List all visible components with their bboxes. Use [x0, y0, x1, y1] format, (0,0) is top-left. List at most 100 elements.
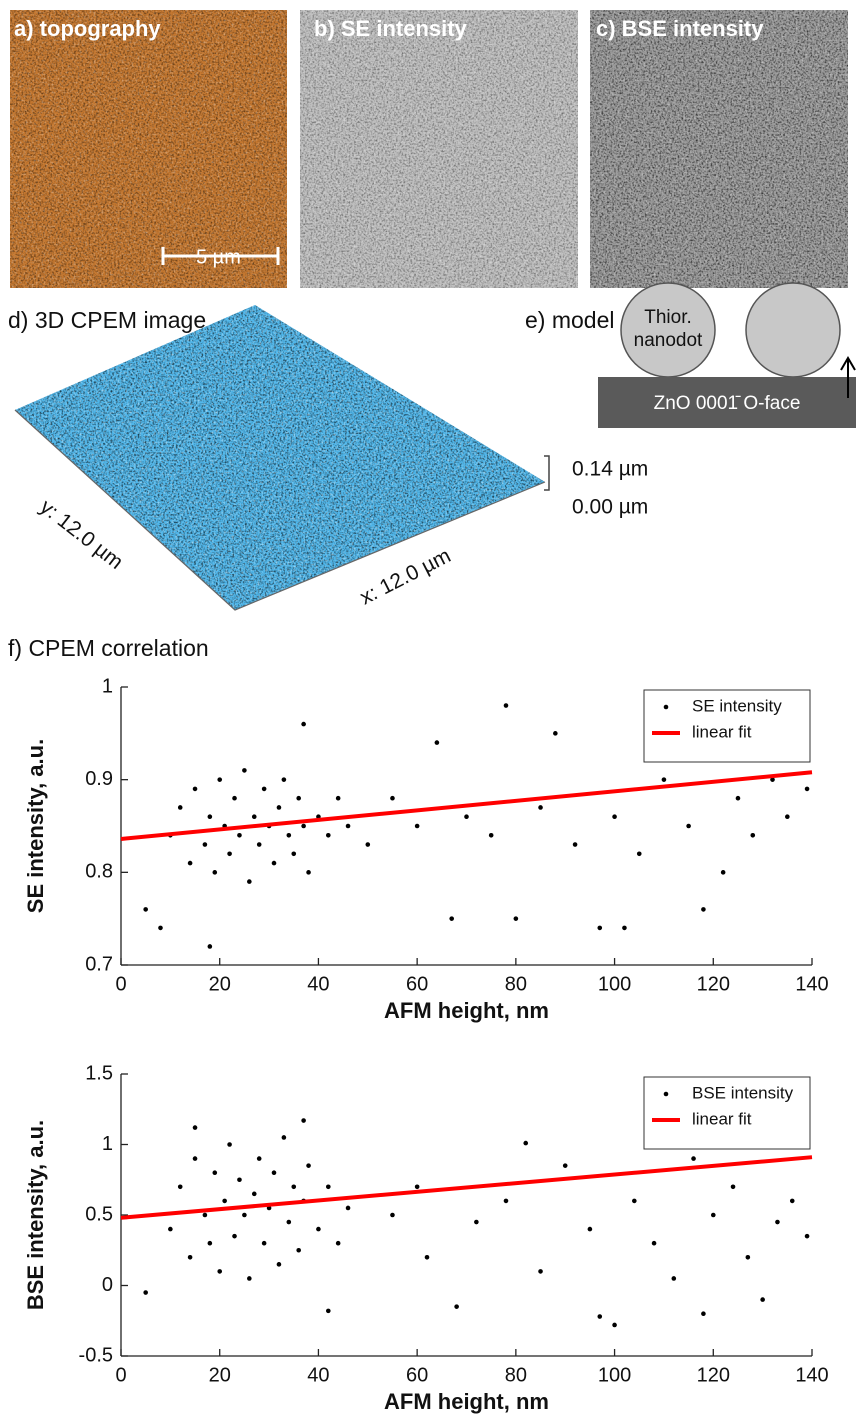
x-tick-label: 40 — [307, 1364, 329, 1386]
scatter-chart: 0.7 0.8 0.9 1 0 20 40 60 80 100 120 140 AFM height, … — [23, 675, 829, 1023]
data-point — [474, 1219, 479, 1225]
data-point — [276, 1262, 282, 1267]
data-point — [177, 805, 183, 810]
x-tick-label: 20 — [209, 1364, 231, 1386]
data-point — [789, 1198, 795, 1204]
legend-label: linear fit — [692, 1109, 752, 1128]
data-point — [691, 1156, 696, 1161]
y-tick-label: 0 — [102, 1274, 113, 1296]
data-point — [256, 1156, 262, 1161]
panel-title: d) 3D CPEM image — [8, 307, 206, 333]
y-tick-label: 1.5 — [85, 1062, 113, 1084]
y-tick-label: 1 — [102, 675, 113, 697]
data-point — [256, 842, 262, 847]
data-point — [187, 1255, 193, 1260]
data-point — [217, 777, 223, 782]
data-point — [212, 870, 218, 875]
data-point — [286, 832, 292, 838]
data-point — [745, 1255, 751, 1260]
data-point — [251, 1191, 257, 1197]
legend-swatch — [663, 1091, 669, 1097]
data-point — [192, 786, 198, 792]
data-point — [488, 832, 494, 838]
data-point — [730, 1184, 736, 1190]
panel-title: e) model — [525, 307, 614, 333]
data-point — [286, 1219, 292, 1225]
panel-label: a) topography — [14, 16, 161, 41]
data-point — [785, 814, 790, 820]
data-point — [538, 1269, 543, 1274]
x-axis-label: AFM height, nm — [384, 1389, 549, 1414]
legend-swatch — [663, 704, 669, 710]
y-tick-label: -0.5 — [79, 1344, 113, 1366]
data-point — [636, 851, 642, 857]
legend-label: SE intensity — [692, 696, 782, 715]
data-point — [335, 1240, 341, 1246]
substrate-label: ZnO 0001̄ O-face — [654, 393, 801, 414]
data-point — [326, 1184, 331, 1190]
data-point — [365, 842, 371, 847]
data-point — [424, 1255, 430, 1260]
data-point — [261, 1240, 267, 1246]
data-point — [326, 832, 331, 838]
x-tick-label: 100 — [598, 1364, 631, 1386]
se-image — [300, 10, 578, 288]
data-point — [207, 814, 213, 820]
x-axis-label: AFM height, nm — [384, 998, 549, 1023]
data-point — [434, 740, 440, 745]
data-point — [296, 1247, 301, 1253]
data-point — [538, 805, 543, 810]
data-point — [222, 1198, 227, 1204]
x-tick-label: 60 — [406, 973, 428, 995]
data-point — [326, 1308, 331, 1314]
y-axis-label: BSE intensity, a.u. — [23, 1120, 48, 1310]
nanodot-label: Thior. — [644, 307, 692, 328]
data-point — [158, 925, 163, 931]
x-tick-label: 80 — [505, 973, 527, 995]
data-point — [301, 1118, 306, 1123]
data-point — [651, 1240, 657, 1246]
data-point — [261, 786, 267, 792]
data-point — [720, 870, 726, 875]
x-tick-label: 40 — [307, 973, 329, 995]
data-point — [775, 1219, 780, 1225]
data-point — [804, 1233, 810, 1239]
data-point — [390, 1212, 395, 1218]
data-point — [686, 823, 691, 829]
data-point — [306, 1163, 311, 1168]
data-point — [276, 805, 282, 810]
data-point — [449, 916, 454, 921]
data-point — [735, 795, 741, 801]
data-point — [291, 1184, 297, 1190]
data-point — [632, 1198, 637, 1204]
x-tick-label: 120 — [697, 973, 730, 995]
nanodot-label: nanodot — [634, 330, 703, 351]
data-point — [247, 1276, 252, 1281]
panel-title: f) CPEM correlation — [8, 635, 209, 661]
z-bottom-label: 0.00 µm — [572, 496, 648, 519]
panel-label: b) SE intensity — [314, 16, 468, 41]
data-point — [301, 721, 306, 727]
data-point — [701, 1311, 706, 1316]
data-point — [597, 1314, 603, 1319]
data-point — [562, 1163, 568, 1168]
data-point — [143, 907, 148, 912]
data-point — [232, 795, 237, 801]
x-tick-label: 140 — [795, 1364, 828, 1386]
data-point — [335, 795, 341, 801]
data-point — [770, 777, 775, 782]
data-point — [202, 842, 208, 847]
data-point — [227, 1142, 232, 1147]
z-top-label: 0.14 µm — [572, 458, 648, 481]
x-tick-label: 0 — [115, 973, 126, 995]
data-point — [247, 879, 252, 884]
x-tick-label: 100 — [598, 973, 631, 995]
data-point — [523, 1140, 529, 1146]
legend-label: linear fit — [692, 722, 752, 741]
data-point — [237, 832, 242, 838]
data-point — [271, 860, 277, 866]
y-tick-label: 0.5 — [85, 1203, 113, 1225]
